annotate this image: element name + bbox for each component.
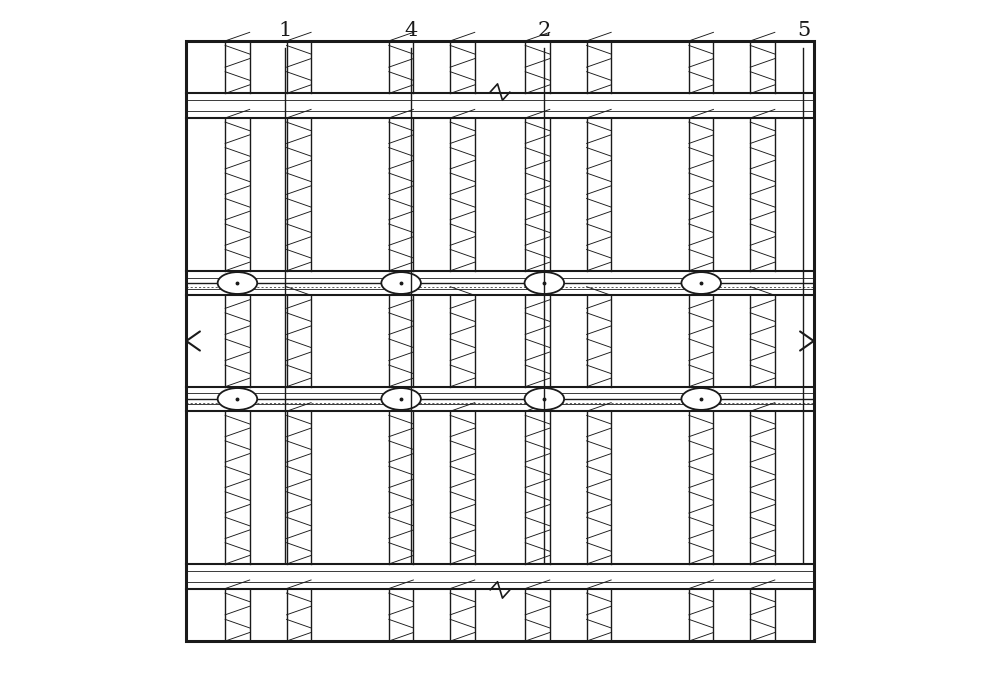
Ellipse shape: [381, 272, 421, 294]
Text: 4: 4: [405, 21, 418, 40]
Ellipse shape: [525, 272, 564, 294]
Ellipse shape: [381, 388, 421, 410]
Text: 5: 5: [797, 21, 810, 40]
Ellipse shape: [681, 388, 721, 410]
Ellipse shape: [681, 272, 721, 294]
Text: 1: 1: [278, 21, 292, 40]
Ellipse shape: [525, 388, 564, 410]
Bar: [186, 41, 814, 641]
Ellipse shape: [218, 388, 257, 410]
Ellipse shape: [218, 272, 257, 294]
Text: 2: 2: [538, 21, 551, 40]
